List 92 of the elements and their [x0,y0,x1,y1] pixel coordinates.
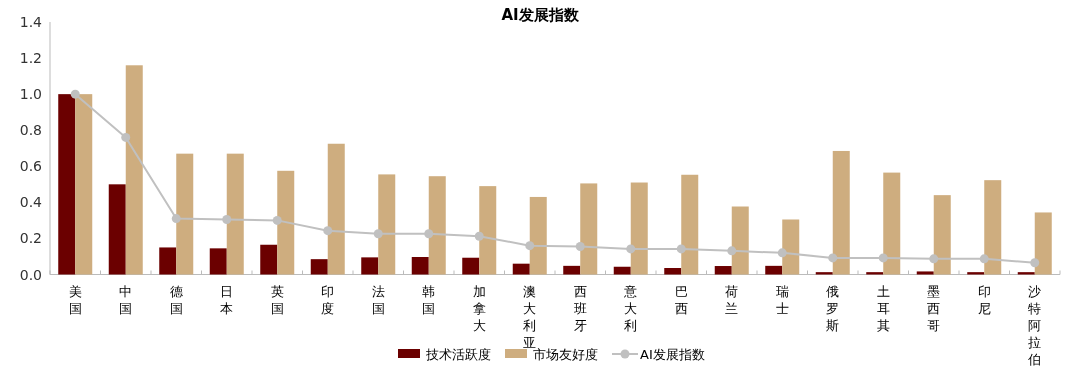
y-tick-label: 0.8 [19,122,42,139]
x-tick-label: 沙特阿拉伯 [1027,284,1042,367]
legend-label: 技术活跃度 [425,347,491,362]
point [878,253,888,263]
bar [411,257,429,275]
bar [159,247,177,275]
x-tick-label: 美国 [68,284,82,316]
point [1030,258,1040,268]
point [424,229,434,239]
x-tick-label: 瑞士 [775,284,789,316]
bar [108,184,126,275]
point [70,89,80,99]
bar [815,272,833,275]
x-tick-label: 西班牙 [573,284,587,333]
bar [782,219,800,275]
point [171,214,181,224]
bar [984,180,1002,275]
bar [681,174,699,275]
bar [613,266,631,275]
x-tick-label: 英国 [270,284,284,316]
bar [479,186,497,275]
point [626,244,636,254]
point [121,132,131,142]
bar [916,271,934,275]
bar [428,176,446,275]
point [727,246,737,256]
x-tick-label: 澳大利亚 [523,284,537,350]
point [929,254,939,264]
point [777,248,787,258]
y-tick-label: 1.0 [19,86,42,103]
bar [176,153,194,275]
point [373,229,383,239]
bar [529,196,547,275]
bar [226,153,244,275]
bar [327,143,345,275]
bar [832,150,850,275]
point [323,226,333,236]
bar [714,266,732,275]
point [222,214,232,224]
x-tick-label: 日本 [220,284,234,316]
bar [1034,212,1052,275]
y-tick-label: 1.4 [19,14,43,30]
bar [378,174,396,275]
bar [512,263,530,275]
legend-label: 市场友好度 [533,347,598,362]
x-tick-label: 荷兰 [725,284,739,316]
bar [664,268,682,275]
bar [765,265,783,275]
point [676,244,686,254]
y-tick-label: 0.0 [19,266,42,283]
chart-title: AI发展指数 [501,6,580,24]
point [575,242,585,252]
y-tick-label: 0.6 [19,158,43,175]
x-tick-label: 中国 [119,284,133,316]
y-tick-label: 1.2 [19,50,42,67]
bar [933,195,951,275]
bar [866,272,884,275]
x-tick-label: 土耳其 [876,284,890,333]
point [272,215,282,225]
bar [310,259,328,275]
point [474,231,484,241]
bar [125,65,143,275]
bar [563,265,581,275]
x-tick-label: 印尼 [977,284,991,316]
x-tick-label: 俄罗斯 [826,284,840,333]
bar [361,257,379,275]
x-tick-label: 加拿大 [472,284,486,333]
point [979,254,989,264]
bar [58,94,76,275]
bar [277,170,295,275]
y-tick-label: 0.2 [19,230,42,247]
y-tick-label: 0.4 [19,194,43,211]
bar [462,257,480,275]
x-tick-label: 德国 [169,284,183,316]
x-tick-label: 印度 [321,284,335,316]
bar [209,248,227,275]
x-tick-label: 墨西哥 [927,284,941,333]
legend-label: AI发展指数 [640,347,705,362]
x-tick-label: 意大利 [623,284,638,333]
bar [580,183,598,275]
bar [1017,272,1035,275]
bar [630,182,648,275]
point [828,253,838,263]
bar [260,244,278,275]
x-tick-label: 法国 [371,284,385,316]
point [525,241,535,251]
x-tick-label: 巴西 [674,284,688,316]
bar [883,172,901,275]
bar [967,272,985,275]
x-tick-label: 韩国 [422,284,436,316]
bar [75,94,93,275]
bar [731,206,749,275]
